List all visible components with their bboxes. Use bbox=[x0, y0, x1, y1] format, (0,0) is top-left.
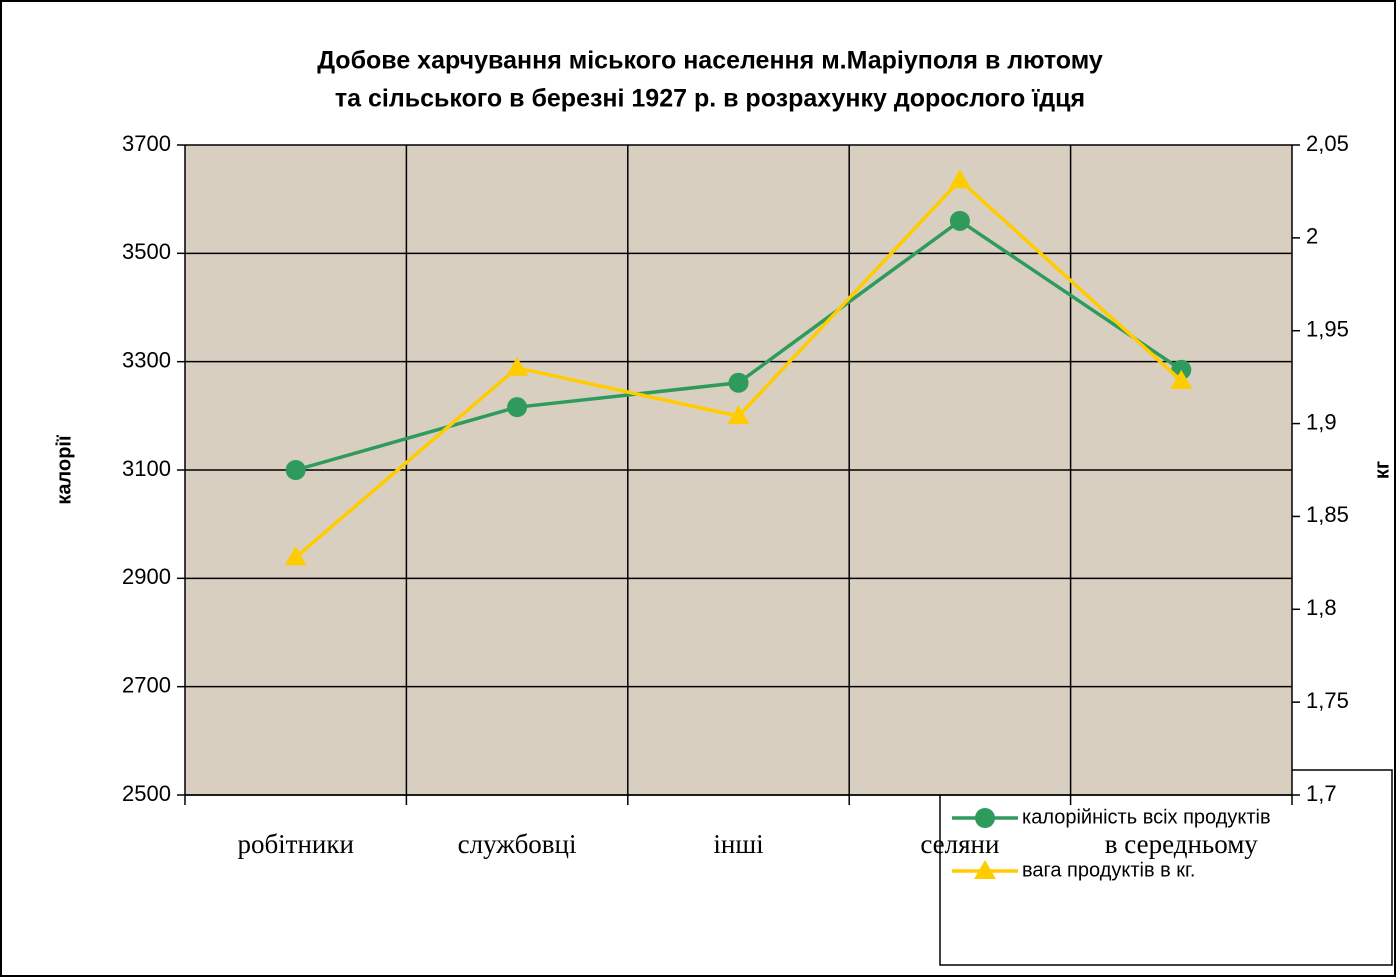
legend-box bbox=[939, 769, 1393, 966]
y2-tick-label: 1,85 bbox=[1306, 502, 1349, 527]
x-tick-label: службовці bbox=[458, 829, 577, 859]
point bbox=[975, 808, 995, 828]
point bbox=[284, 546, 307, 566]
legend-label: калорійність всіх продуктів bbox=[1022, 806, 1271, 828]
y-tick-label: 3700 bbox=[122, 131, 171, 156]
y2-axis-label: кг bbox=[1371, 461, 1393, 479]
y2-tick-label: 1,75 bbox=[1306, 688, 1349, 713]
y-tick-label: 2500 bbox=[122, 781, 171, 806]
y2-tick-label: 2,05 bbox=[1306, 131, 1349, 156]
y2-tick-label: 1,9 bbox=[1306, 409, 1337, 434]
chart-title: Добове харчування міського населення м.М… bbox=[317, 47, 1103, 75]
y-tick-label: 3300 bbox=[122, 347, 171, 372]
point bbox=[974, 860, 996, 879]
y-tick-label: 2700 bbox=[122, 672, 171, 697]
x-tick-label: селяни bbox=[920, 829, 999, 859]
point bbox=[949, 210, 970, 231]
y2-tick-label: 2 bbox=[1306, 224, 1318, 249]
y2-tick-label: 1,8 bbox=[1306, 595, 1337, 620]
point bbox=[1170, 369, 1193, 389]
point bbox=[728, 372, 749, 393]
point bbox=[506, 356, 529, 376]
chart-title: та сільського в березні 1927 р. в розрах… bbox=[335, 85, 1085, 113]
point bbox=[285, 460, 306, 480]
x-tick-label: в середньому bbox=[1105, 829, 1258, 859]
legend-label: вага продуктів в кг. bbox=[1022, 859, 1195, 881]
y-tick-label: 3500 bbox=[122, 239, 171, 264]
point bbox=[727, 405, 750, 425]
point bbox=[507, 397, 528, 418]
y-axis-label: калорії bbox=[53, 435, 75, 505]
y2-tick-label: 1,7 bbox=[1306, 781, 1337, 806]
point bbox=[948, 169, 971, 189]
x-tick-label: робітники bbox=[237, 829, 354, 859]
y-tick-label: 3100 bbox=[122, 456, 171, 481]
y-tick-label: 2900 bbox=[122, 564, 171, 589]
x-tick-label: інші bbox=[713, 829, 763, 859]
y2-tick-label: 1,95 bbox=[1306, 317, 1349, 342]
